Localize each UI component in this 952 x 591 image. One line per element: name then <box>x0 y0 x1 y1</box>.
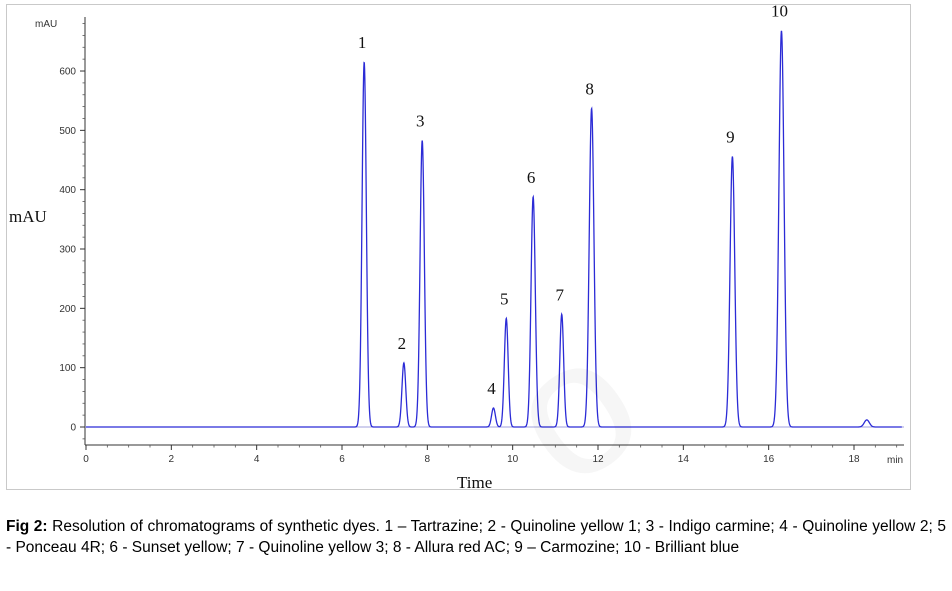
x-tick-label: 6 <box>339 454 345 465</box>
peak-label: 10 <box>771 5 788 21</box>
y-tick-label: 300 <box>59 245 76 256</box>
x-tick-label: 10 <box>507 454 519 465</box>
figure-caption: Fig 2: Resolution of chromatograms of sy… <box>6 516 946 558</box>
y-tick-label: 0 <box>70 423 76 434</box>
x-tick-label: 2 <box>169 454 175 465</box>
x-tick-label: 0 <box>83 454 89 465</box>
y-tick-label: 500 <box>59 126 76 137</box>
y-tick-label: 200 <box>59 304 76 315</box>
peak-label: 5 <box>500 289 509 308</box>
peak-label: 1 <box>358 33 367 52</box>
x-tick-label: 16 <box>763 454 775 465</box>
y-tick-label: 400 <box>59 185 76 196</box>
peak-label: 4 <box>487 379 496 398</box>
caption-text: Resolution of chromatograms of synthetic… <box>6 518 946 556</box>
y-tick-label: 100 <box>59 363 76 374</box>
peak-label: 9 <box>726 127 735 146</box>
caption-prefix: Fig 2: <box>6 518 48 535</box>
x-tick-label: 4 <box>254 454 260 465</box>
x-tick-label: 14 <box>678 454 690 465</box>
peak-labels: 1 2 3 4 5 6 7 8 9 10 <box>358 5 788 398</box>
x-tick-label: 12 <box>592 454 604 465</box>
y-unit-label-top: mAU <box>35 19 57 30</box>
peak-label: 7 <box>555 285 564 304</box>
x-tick-label: 18 <box>848 454 860 465</box>
y-axis-label: mAU <box>9 207 47 226</box>
peak-label: 6 <box>527 168 536 187</box>
trace-layer <box>85 30 904 428</box>
chromatogram-trace <box>86 30 902 428</box>
peak-label: 3 <box>416 111 425 130</box>
x-unit-label: min <box>887 455 903 466</box>
peak-label: 2 <box>398 334 407 353</box>
x-axis-label: Time <box>457 473 492 489</box>
x-tick-label: 8 <box>425 454 431 465</box>
y-tick-label: 600 <box>59 67 76 78</box>
peak-label: 8 <box>585 79 594 98</box>
